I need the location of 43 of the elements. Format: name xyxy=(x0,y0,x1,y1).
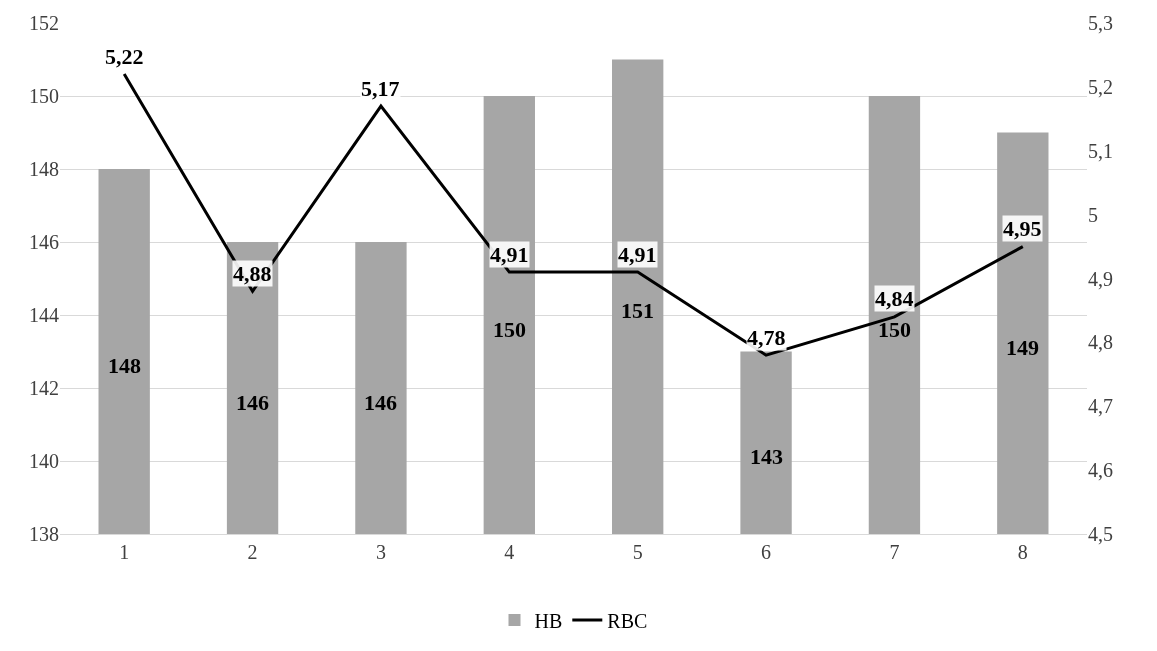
y-tick-label: 138 xyxy=(29,523,59,545)
y-tick-label: 140 xyxy=(29,450,59,472)
legend-label: RBC xyxy=(607,609,648,632)
data-label: 4,91 xyxy=(490,242,529,267)
data-label: 150 xyxy=(878,317,911,342)
x-tick-label: 6 xyxy=(761,541,772,563)
legend-label: HB xyxy=(534,609,563,632)
x-tick-label: 1 xyxy=(119,541,130,563)
data-label: 150 xyxy=(493,317,526,342)
x-tick-label: 8 xyxy=(1017,541,1028,563)
y2-tick-label: 5,3 xyxy=(1088,12,1113,34)
data-label: 4,95 xyxy=(1003,216,1042,241)
data-label: 143 xyxy=(750,444,783,469)
data-label: 149 xyxy=(1006,335,1039,360)
x-tick-label: 3 xyxy=(375,541,386,563)
data-label: 4,88 xyxy=(233,261,272,286)
x-tick-label: 2 xyxy=(247,541,258,563)
y-tick-label: 150 xyxy=(29,85,59,107)
data-label: 5,22 xyxy=(105,44,144,69)
y2-tick-label: 4,7 xyxy=(1088,395,1113,418)
y2-tick-label: 5,2 xyxy=(1088,75,1113,98)
y-tick-label: 144 xyxy=(29,304,59,326)
data-label: 4,91 xyxy=(618,242,657,267)
y2-tick-label: 4,8 xyxy=(1088,331,1113,354)
y2-tick-label: 4,9 xyxy=(1088,267,1113,290)
y-tick-label: 146 xyxy=(29,231,59,253)
y2-tick-label: 5,1 xyxy=(1088,139,1113,162)
data-label: 4,84 xyxy=(875,286,914,311)
data-label: 146 xyxy=(236,390,269,415)
y2-tick-label: 4,6 xyxy=(1088,459,1113,482)
x-tick-label: 5 xyxy=(632,541,643,563)
y2-tick-label: 4,5 xyxy=(1088,523,1113,545)
data-label: 151 xyxy=(621,298,654,323)
y-tick-label: 142 xyxy=(29,377,59,399)
data-label: 148 xyxy=(108,353,141,378)
x-tick-label: 4 xyxy=(504,541,515,563)
y2-tick-label: 5 xyxy=(1088,203,1098,226)
data-label: 5,17 xyxy=(361,76,400,101)
y-tick-label: 148 xyxy=(29,158,59,180)
data-label: 4,78 xyxy=(747,325,786,350)
x-tick-label: 7 xyxy=(889,541,900,563)
data-label: 146 xyxy=(364,390,397,415)
y-tick-label: 152 xyxy=(29,12,59,34)
